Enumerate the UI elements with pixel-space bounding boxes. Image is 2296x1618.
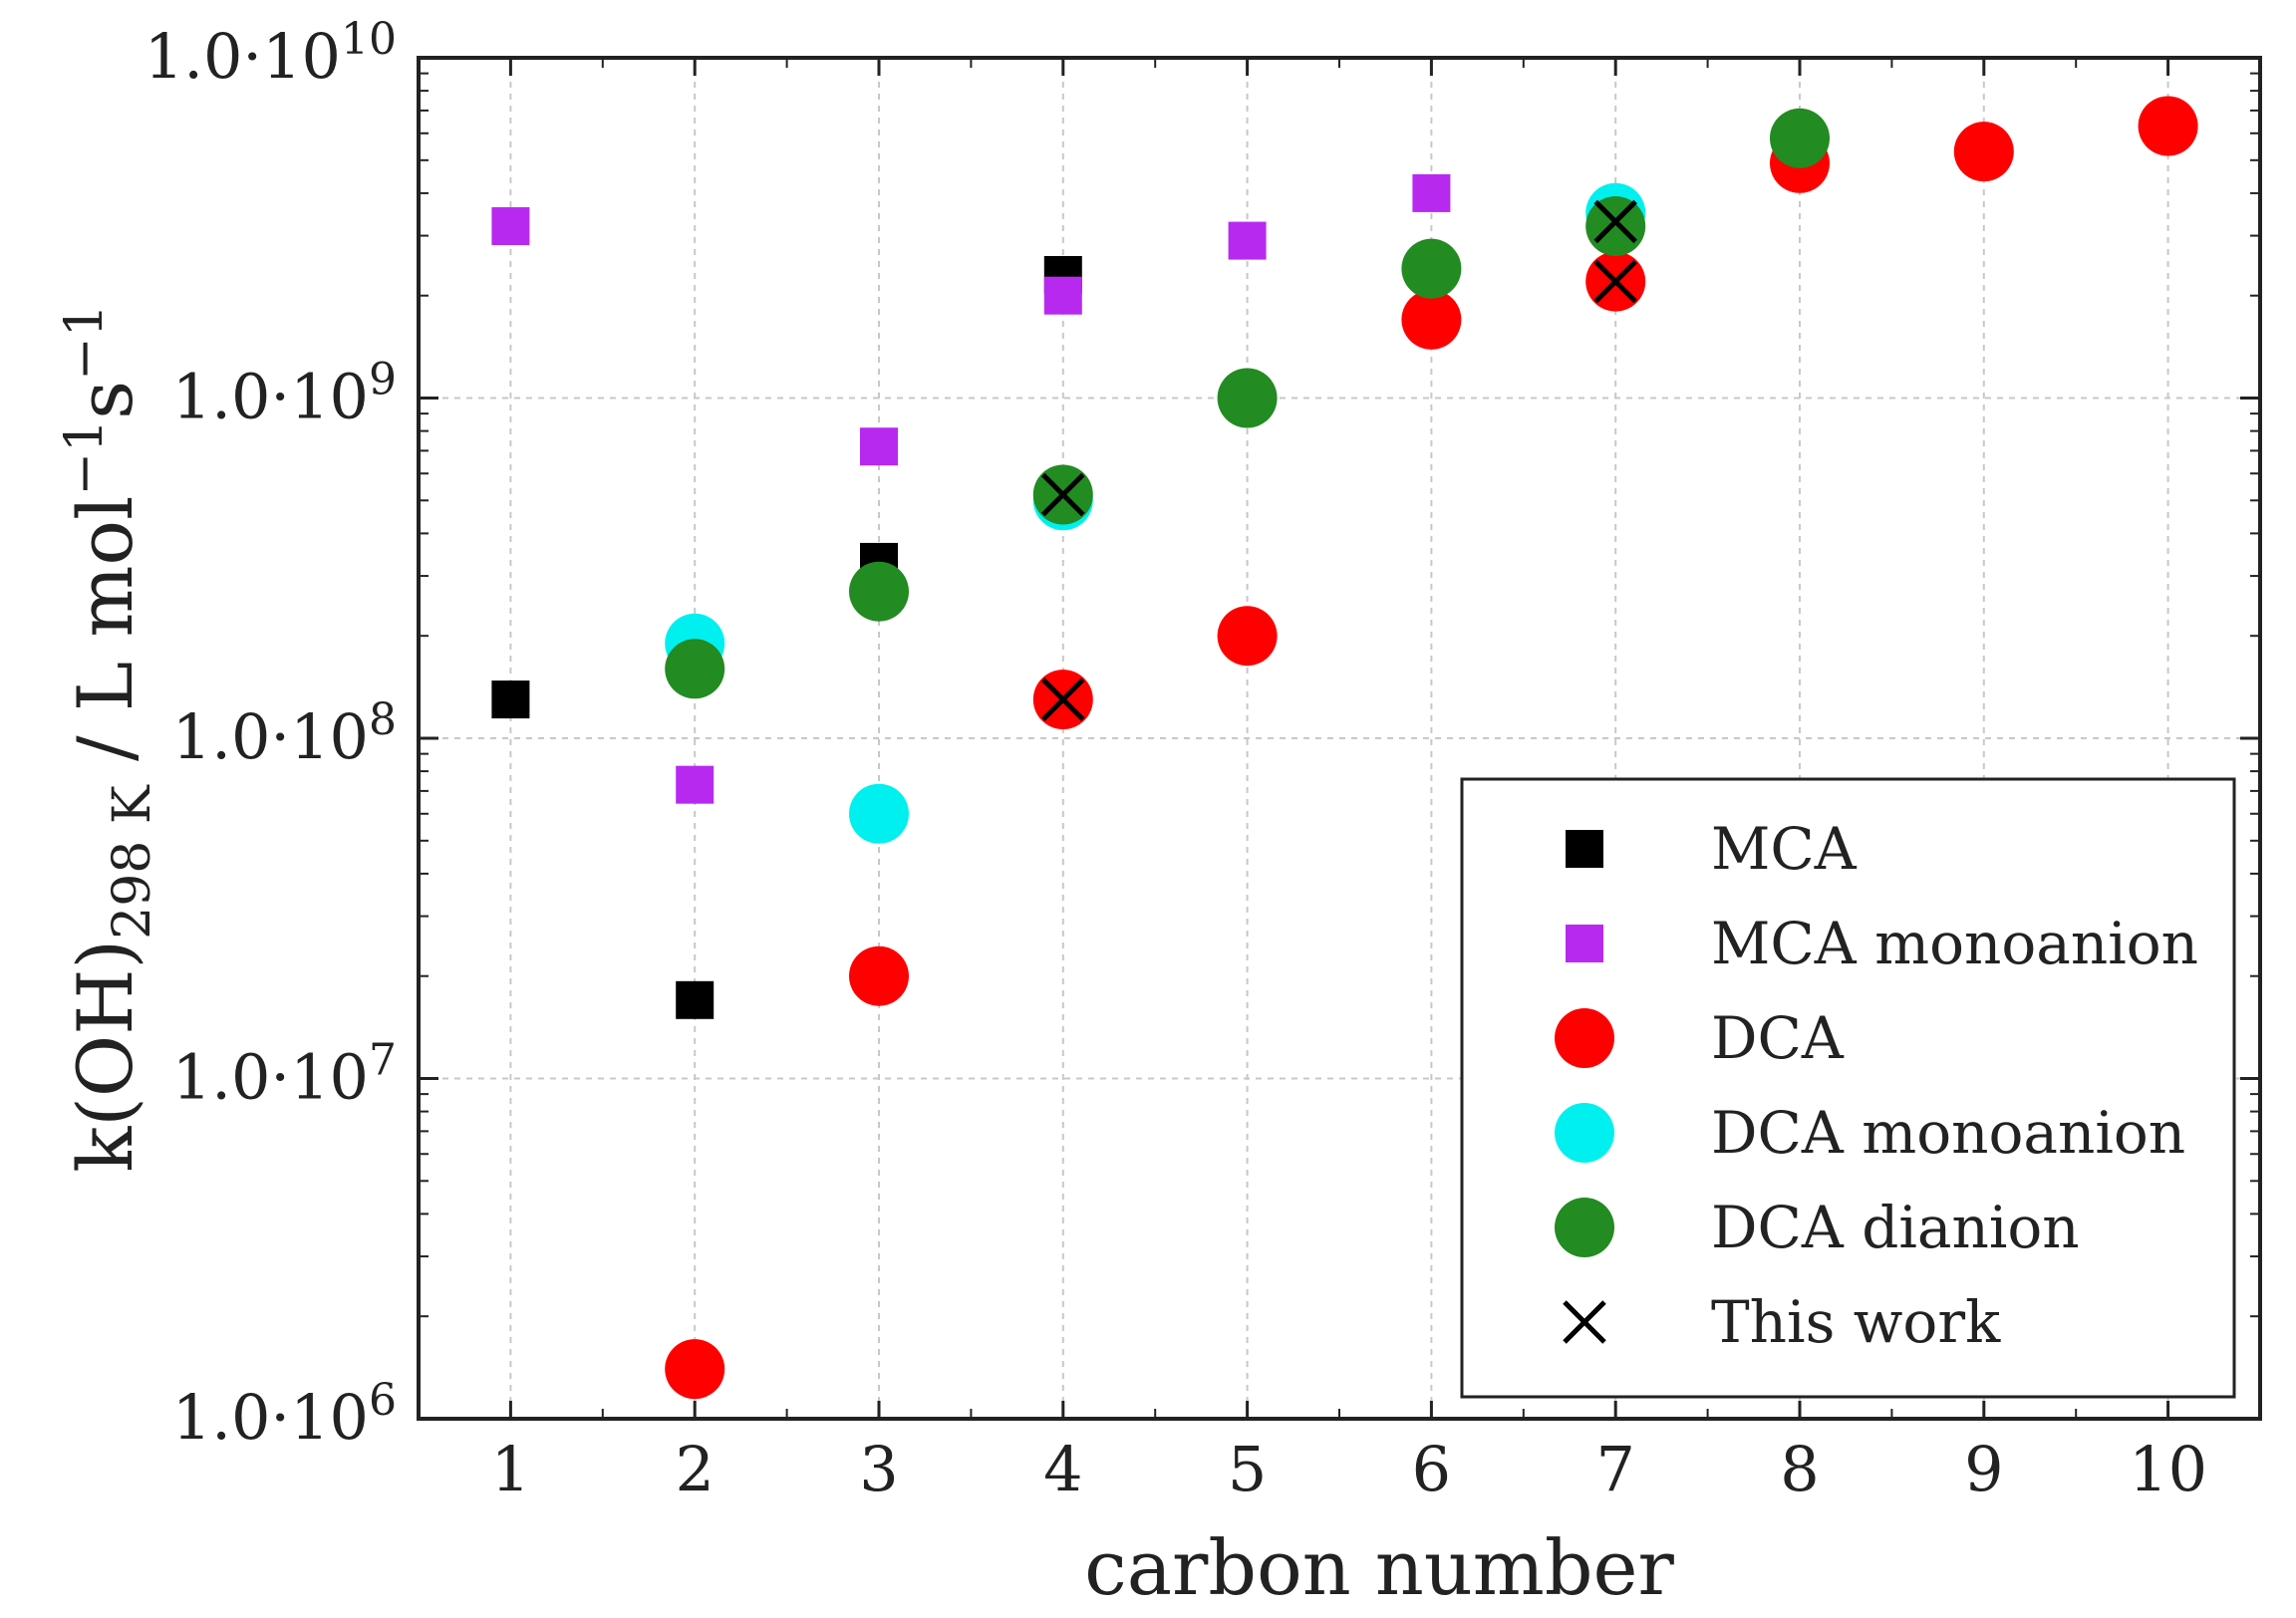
- legend-item: MCA: [1566, 815, 1858, 883]
- y-tick-label: 1.0·108: [172, 694, 397, 773]
- dca-dianion-point: [1217, 368, 1278, 428]
- x-tick-label: 7: [1595, 1433, 1634, 1505]
- legend-label: DCA: [1711, 1004, 1845, 1072]
- y-tick-label: 1.0·106: [172, 1375, 397, 1454]
- y-tick-label: 1.0·1010: [144, 14, 397, 93]
- dca-point: [1555, 1008, 1614, 1068]
- y-tick-label: 1.0·107: [172, 1035, 397, 1114]
- this-work-point: [1593, 259, 1637, 304]
- legend-label: DCA monoanion: [1711, 1099, 2185, 1167]
- legend: MCA MCA monoanion DCA DCA monoanion DCA dian…: [1460, 777, 2236, 1399]
- legend-item: DCA: [1555, 1004, 1845, 1072]
- mca-point: [491, 680, 530, 719]
- x-tick-label: 1: [491, 1433, 530, 1505]
- x-tick-label: 3: [859, 1433, 898, 1505]
- y-axis-title-s: s: [61, 381, 149, 419]
- dca-point: [1953, 122, 2014, 182]
- dca-dianion-point: [1770, 108, 1830, 168]
- x-tick-label: 8: [1780, 1433, 1819, 1505]
- y-axis-title-sub: 298 K: [103, 784, 162, 940]
- this-work-point: [1593, 199, 1637, 244]
- legend-label: DCA dianion: [1711, 1194, 2080, 1261]
- dca-point: [849, 945, 909, 1006]
- legend-item: MCA monoanion: [1566, 910, 2198, 977]
- this-work-point: [1041, 472, 1085, 517]
- y-axis-title: k(OH)298 K / L mol−1s−1: [55, 304, 162, 1173]
- x-tick-label: 4: [1043, 1433, 1082, 1505]
- mca-monoanion-point: [676, 765, 715, 804]
- data-points: [491, 96, 2198, 1400]
- dca-monoanion-point: [849, 783, 909, 844]
- legend-item: This work: [1563, 1288, 2001, 1356]
- y-tick-labels: 1.0·106 1.0·107 1.0·108 1.0·109 1.0·1010: [144, 14, 397, 1454]
- mca-monoanion-point: [1043, 276, 1082, 315]
- x-tick-label: 9: [1964, 1433, 2003, 1505]
- y-axis-title-exp1: −1: [55, 419, 115, 496]
- legend-item: DCA dianion: [1555, 1194, 2080, 1261]
- dca-dianion-point: [1555, 1198, 1614, 1257]
- dca-point: [1401, 289, 1462, 350]
- dca-dianion-point: [665, 639, 725, 699]
- dca-dianion-point: [1401, 238, 1462, 299]
- dca-monoanion-point: [1555, 1103, 1614, 1163]
- this-work-point: [1563, 1300, 1606, 1344]
- legend-item: DCA monoanion: [1555, 1099, 2185, 1167]
- mca-monoanion-point: [860, 427, 898, 466]
- mca-monoanion-point: [491, 206, 530, 245]
- y-tick-label: 1.0·109: [172, 355, 397, 433]
- legend-label: MCA monoanion: [1711, 910, 2198, 977]
- mca-point: [676, 980, 715, 1019]
- x-tick-label: 6: [1412, 1433, 1451, 1505]
- x-tick-labels: 1 2 3 4 5 6 7 8 9 10: [491, 1433, 2207, 1505]
- y-axis-title-unit: / L mol: [61, 496, 149, 786]
- y-axis-title-exp2: −1: [55, 304, 115, 381]
- dca-dianion-point: [1585, 195, 1646, 256]
- dca-point: [1217, 606, 1278, 667]
- x-tick-label: 2: [675, 1433, 714, 1505]
- this-work-point: [1041, 677, 1085, 721]
- mca-monoanion-point: [1566, 925, 1603, 962]
- mca-point: [1566, 830, 1603, 868]
- mca-monoanion-point: [1228, 221, 1267, 260]
- x-tick-label: 10: [2129, 1433, 2207, 1505]
- dca-point: [665, 1339, 725, 1400]
- mca-monoanion-point: [1412, 173, 1451, 212]
- y-axis-title-main: k(OH): [61, 940, 149, 1173]
- dca-point: [2138, 96, 2198, 156]
- legend-box: [1460, 777, 2236, 1399]
- axis-ticks: [419, 56, 2260, 1421]
- legend-label: This work: [1711, 1288, 2001, 1356]
- dca-dianion-point: [849, 561, 909, 622]
- x-axis-title: carbon number: [1084, 1523, 1674, 1612]
- x-tick-label: 5: [1228, 1433, 1267, 1505]
- legend-label: MCA: [1711, 815, 1858, 883]
